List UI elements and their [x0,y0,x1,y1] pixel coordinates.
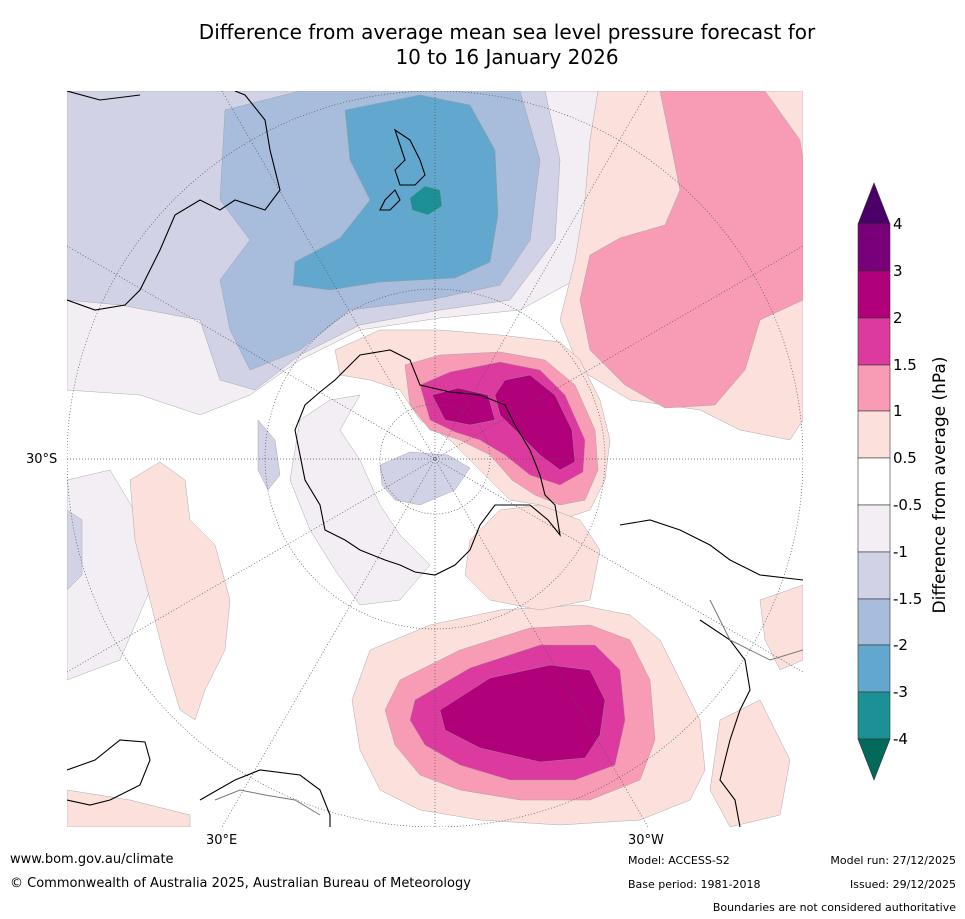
cb-tick-2: 2 [893,309,903,327]
colorbar-under-arrow [857,738,891,781]
graticule [67,91,803,827]
colorbar [857,182,891,781]
anomaly-neg-mid [257,419,281,491]
colorbar-neg-0-5-1 [857,504,891,553]
cb-tick-1: 1 [893,402,903,420]
anomaly-neg-pole [379,451,471,506]
country-boundaries [214,599,803,816]
anomaly-pos-0-5-sa-b [709,699,791,827]
anomaly-pos-pole-south-0-5 [464,504,601,611]
label-30e: 30°E [206,833,238,848]
colorbar-3-4 [857,223,891,272]
anomaly-pos-0-5-sa [759,584,803,671]
anomaly-pos-2-center [494,374,576,471]
south-america-coast [619,519,803,827]
cb-tick-3: 3 [893,262,903,280]
colorbar-neg-1-5-2 [857,598,891,646]
chart-title: Difference from average mean sea level p… [0,20,965,70]
label-30s: 30°S [26,452,58,467]
colorbar-neg-3-4 [857,691,891,740]
colorbar-title: Difference from average (hPa) [930,356,950,614]
footer-issued: Issued: 29/12/2025 [849,878,956,891]
cb-tick-neg-1: -1 [893,543,908,561]
africa-coast [67,739,331,827]
cb-tick-1-5: 1.5 [893,356,917,374]
title-line-1: Difference from average mean sea level p… [198,20,816,44]
cb-tick-neg-2: -2 [893,636,908,654]
footer-model-run: Model run: 27/12/2025 [830,854,956,867]
pressure-anomaly-field [67,91,803,827]
anomaly-pos-2-south [439,664,606,763]
anomaly-pos-1-ne [579,91,803,409]
footer-base-period: Base period: 1981-2018 [628,878,761,891]
footer-model: Model: ACCESS-S2 [628,854,730,867]
colorbar-neg-2-3 [857,644,891,693]
colorbar-1-1-5 [857,364,891,412]
title-line-2: 10 to 16 January 2026 [395,45,619,69]
colorbar-over-arrow [857,182,891,225]
coastlines [67,91,803,827]
new-zealand-coast [379,128,426,211]
cb-tick-neg-3: -3 [893,683,908,701]
anomaly-pos-2-center-b [431,387,496,426]
anomaly-pos-0-5-sw [67,789,191,827]
colorbar-neutral [857,457,891,506]
footer-url[interactable]: www.bom.gov.au/climate [10,852,174,867]
cb-tick-neg-0-5: -0.5 [893,496,923,514]
colorbar-0-5-1 [857,410,891,459]
colorbar-neg-1-1-5 [857,551,891,600]
footer-boundaries: Boundaries are not considered authoritat… [712,901,956,914]
label-30w: 30°W [628,833,664,848]
antarctica-coast [294,349,561,576]
colorbar-1-5-2 [857,317,891,366]
anomaly-neg-2 [292,94,499,291]
cb-tick-neg-1-5: -1.5 [893,590,923,608]
cb-tick-0-5: 0.5 [893,449,917,467]
footer-copyright: © Commonwealth of Australia 2025, Austra… [10,876,471,891]
australia-coast [67,91,281,311]
anomaly-pos-0-5-west [129,461,231,721]
anomaly-neg-left-1 [67,509,83,591]
cb-tick-4: 4 [893,215,903,233]
anomaly-neg-3 [409,185,443,216]
anomaly-neg-pole-outer [289,394,431,606]
cb-tick-neg-4: -4 [893,730,908,748]
colorbar-2-3 [857,270,891,319]
